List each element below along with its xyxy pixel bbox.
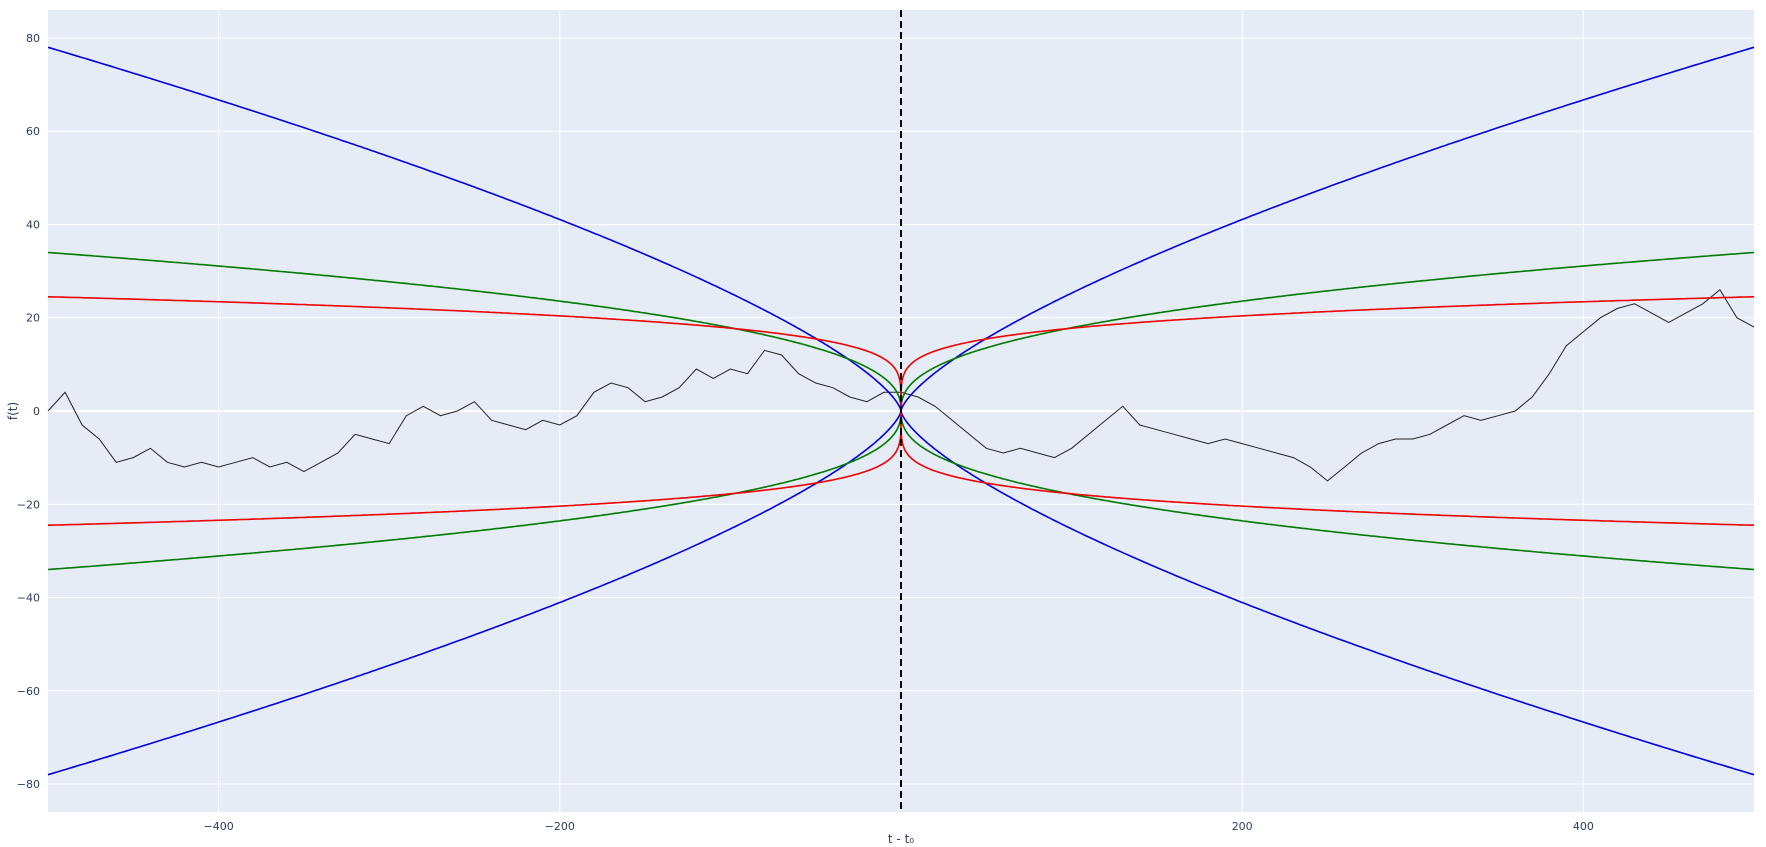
y-axis-title: f(t) (6, 402, 20, 420)
blue-envelope-left-upper (47, 46, 902, 412)
x-tick-label: −400 (203, 820, 233, 833)
y-tick-label: −20 (17, 498, 40, 511)
y-tick-label: 80 (26, 32, 40, 45)
x-axis-title: t - t₀ (888, 832, 914, 846)
series-layer (47, 10, 1755, 812)
y-tick-label: 0 (33, 405, 40, 418)
x-tick-label: 400 (1573, 820, 1594, 833)
blue-envelope-right-upper (900, 46, 1755, 412)
green-envelope-left-lower (47, 411, 902, 571)
green-envelope-right-upper (900, 251, 1755, 411)
x-tick-label: −200 (545, 820, 575, 833)
green-envelope-left-upper (47, 251, 902, 411)
blue-envelope-left-lower (47, 410, 902, 776)
y-tick-label: −80 (17, 778, 40, 791)
red-envelope-left-lower (47, 411, 902, 526)
y-tick-label: 40 (26, 218, 40, 231)
green-envelope-right-lower (900, 411, 1755, 571)
y-tick-label: −40 (17, 592, 40, 605)
blue-envelope-right-lower (900, 410, 1755, 776)
y-tick-label: −60 (17, 685, 40, 698)
x-tick-label: 200 (1232, 820, 1253, 833)
red-envelope-right-lower (900, 411, 1755, 526)
y-tick-label: 20 (26, 312, 40, 325)
red-envelope-left-upper (47, 296, 902, 411)
y-tick-label: 60 (26, 125, 40, 138)
red-envelope-right-upper (900, 296, 1755, 411)
